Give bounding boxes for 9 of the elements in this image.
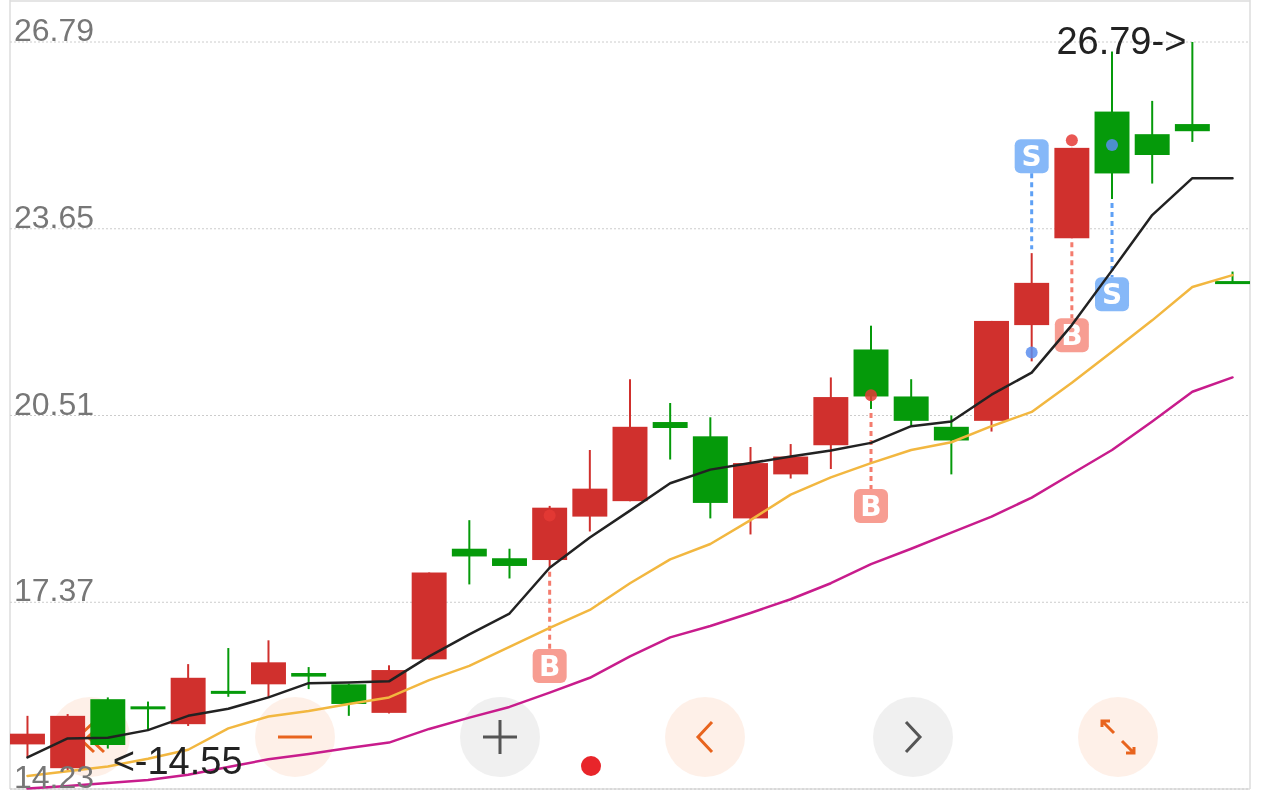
y-tick-label: 23.65	[14, 198, 95, 235]
y-tick-label: 17.37	[14, 572, 95, 609]
data-label: S	[1101, 278, 1123, 312]
y-tick-label: 26.79	[14, 12, 95, 48]
annotation: 26.79->	[1056, 20, 1187, 62]
data-label: B	[538, 649, 561, 683]
y-tick-label: 20.51	[14, 385, 95, 422]
data-label: B	[860, 489, 882, 523]
data-label: S	[1021, 140, 1042, 174]
